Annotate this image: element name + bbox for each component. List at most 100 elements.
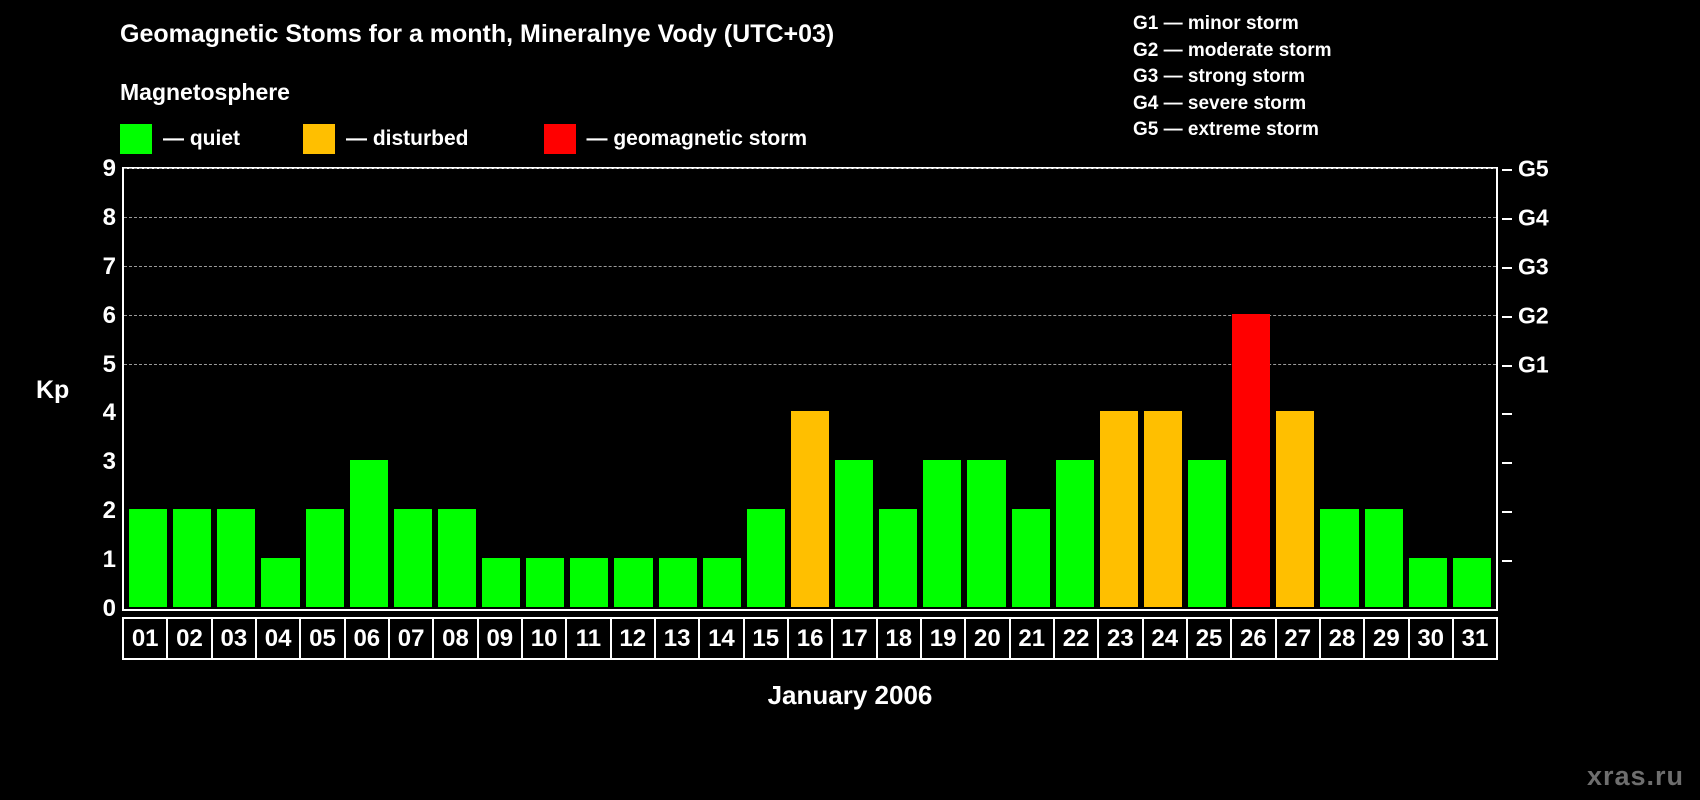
day-label-13[interactable]: 13 — [656, 619, 701, 658]
bar-slot[interactable] — [1185, 171, 1229, 607]
bar-slot[interactable] — [1317, 171, 1361, 607]
bar-day-17[interactable] — [835, 460, 874, 607]
bar-day-15[interactable] — [746, 509, 785, 607]
bar-slot[interactable] — [744, 171, 788, 607]
day-label-07[interactable]: 07 — [390, 619, 435, 658]
bar-day-10[interactable] — [526, 558, 565, 607]
right-tick-mark — [1502, 511, 1512, 514]
day-label-23[interactable]: 23 — [1099, 619, 1144, 658]
bar-slot[interactable] — [435, 171, 479, 607]
bar-day-07[interactable] — [393, 509, 432, 607]
bar-slot[interactable] — [788, 171, 832, 607]
day-label-27[interactable]: 27 — [1277, 619, 1321, 658]
bar-day-23[interactable] — [1099, 411, 1138, 607]
bar-slot[interactable] — [832, 171, 876, 607]
right-tick-mark — [1502, 560, 1512, 563]
bars-layer — [126, 171, 1494, 607]
day-label-01[interactable]: 01 — [124, 619, 169, 658]
bar-day-13[interactable] — [658, 558, 697, 607]
bar-day-11[interactable] — [570, 558, 609, 607]
bar-slot[interactable] — [1053, 171, 1097, 607]
bar-day-16[interactable] — [790, 411, 829, 607]
day-label-29[interactable]: 29 — [1365, 619, 1410, 658]
day-label-06[interactable]: 06 — [346, 619, 390, 658]
bar-day-25[interactable] — [1188, 460, 1227, 607]
bar-slot[interactable] — [567, 171, 611, 607]
bar-day-29[interactable] — [1364, 509, 1403, 607]
day-label-28[interactable]: 28 — [1321, 619, 1366, 658]
bar-slot[interactable] — [1450, 171, 1494, 607]
bar-day-26[interactable] — [1232, 313, 1271, 607]
bar-slot[interactable] — [700, 171, 744, 607]
bar-day-14[interactable] — [702, 558, 741, 607]
bar-slot[interactable] — [170, 171, 214, 607]
bar-slot[interactable] — [479, 171, 523, 607]
day-label-10[interactable]: 10 — [523, 619, 568, 658]
bar-day-09[interactable] — [482, 558, 521, 607]
day-label-15[interactable]: 15 — [745, 619, 789, 658]
bar-slot[interactable] — [1362, 171, 1406, 607]
legend-item-quiet: — quiet — [120, 122, 240, 156]
day-label-18[interactable]: 18 — [878, 619, 922, 658]
day-label-12[interactable]: 12 — [612, 619, 656, 658]
bar-day-28[interactable] — [1320, 509, 1359, 607]
bar-slot[interactable] — [214, 171, 258, 607]
bar-day-27[interactable] — [1276, 411, 1315, 607]
bar-slot[interactable] — [1406, 171, 1450, 607]
day-label-04[interactable]: 04 — [257, 619, 302, 658]
bar-day-19[interactable] — [923, 460, 962, 607]
bar-day-08[interactable] — [437, 509, 476, 607]
day-label-11[interactable]: 11 — [567, 619, 612, 658]
bar-day-31[interactable] — [1452, 558, 1491, 607]
g-scale-row-g3: G3 — strong storm — [1133, 66, 1306, 87]
day-label-09[interactable]: 09 — [479, 619, 523, 658]
bar-slot[interactable] — [920, 171, 964, 607]
day-label-17[interactable]: 17 — [833, 619, 878, 658]
day-label-26[interactable]: 26 — [1232, 619, 1277, 658]
bar-day-22[interactable] — [1055, 460, 1094, 607]
day-label-05[interactable]: 05 — [301, 619, 346, 658]
bar-day-02[interactable] — [173, 509, 212, 607]
day-label-22[interactable]: 22 — [1055, 619, 1100, 658]
day-label-03[interactable]: 03 — [213, 619, 257, 658]
bar-slot[interactable] — [303, 171, 347, 607]
bar-day-06[interactable] — [349, 460, 388, 607]
bar-day-30[interactable] — [1408, 558, 1447, 607]
day-label-08[interactable]: 08 — [434, 619, 479, 658]
bar-slot[interactable] — [611, 171, 655, 607]
day-label-21[interactable]: 21 — [1011, 619, 1055, 658]
gridline — [124, 216, 1496, 218]
day-label-30[interactable]: 30 — [1410, 619, 1454, 658]
bar-slot[interactable] — [1009, 171, 1053, 607]
day-label-02[interactable]: 02 — [168, 619, 213, 658]
bar-slot[interactable] — [126, 171, 170, 607]
bar-day-18[interactable] — [879, 509, 918, 607]
g-scale-row-g1: G1 — minor storm — [1133, 13, 1299, 34]
day-label-19[interactable]: 19 — [922, 619, 967, 658]
bar-day-21[interactable] — [1011, 509, 1050, 607]
bar-slot[interactable] — [1229, 171, 1273, 607]
bar-day-04[interactable] — [261, 558, 300, 607]
day-label-31[interactable]: 31 — [1461, 624, 1489, 652]
bar-slot[interactable] — [656, 171, 700, 607]
bar-slot[interactable] — [1273, 171, 1317, 607]
day-label-16[interactable]: 16 — [789, 619, 834, 658]
bar-slot[interactable] — [1141, 171, 1185, 607]
bar-slot[interactable] — [258, 171, 302, 607]
bar-slot[interactable] — [1097, 171, 1141, 607]
bar-slot[interactable] — [391, 171, 435, 607]
bar-day-05[interactable] — [305, 509, 344, 607]
bar-day-20[interactable] — [967, 460, 1006, 607]
bar-slot[interactable] — [876, 171, 920, 607]
bar-slot[interactable] — [347, 171, 391, 607]
bar-day-03[interactable] — [217, 509, 256, 607]
day-label-24[interactable]: 24 — [1144, 619, 1188, 658]
day-label-14[interactable]: 14 — [700, 619, 745, 658]
bar-day-01[interactable] — [129, 509, 168, 607]
bar-day-12[interactable] — [614, 558, 653, 607]
day-label-25[interactable]: 25 — [1188, 619, 1233, 658]
bar-slot[interactable] — [523, 171, 567, 607]
bar-day-24[interactable] — [1143, 411, 1182, 607]
bar-slot[interactable] — [964, 171, 1008, 607]
day-label-20[interactable]: 20 — [966, 619, 1011, 658]
